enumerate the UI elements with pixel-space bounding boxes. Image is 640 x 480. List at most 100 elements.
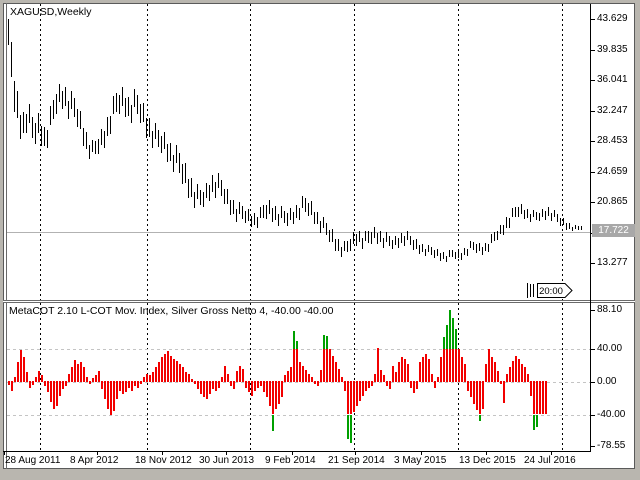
histogram-bar [182,367,184,382]
histogram-bar [323,349,325,382]
histogram-bar [284,375,286,382]
vertical-gridline [40,303,41,451]
histogram-bar [107,381,109,409]
histogram-bar [59,381,61,396]
price-bar [302,195,303,209]
vertical-gridline [562,4,563,300]
price-bar [47,130,48,148]
histogram-bar [329,349,331,382]
price-bar [473,241,474,251]
price-bar [101,128,102,145]
price-bar [119,94,120,114]
price-bar [29,104,30,123]
histogram-bar [110,381,112,416]
price-bar [503,225,504,236]
histogram-bar-green-tip [350,414,352,443]
current-price-line [7,232,590,233]
price-bar [227,188,228,204]
price-bar [281,206,282,219]
histogram-bar [317,381,319,386]
vertical-gridline [147,4,148,300]
indicator-panel[interactable] [7,303,590,451]
panel-separator[interactable] [3,300,635,303]
histogram-bar-green-tip [536,414,538,428]
histogram-bar [437,377,439,382]
histogram-bar [368,381,370,388]
price-bar [104,130,105,149]
price-bar [218,172,219,189]
histogram-bar [266,381,268,398]
price-bar [128,96,129,116]
histogram-bar [143,377,145,382]
histogram-bar [86,377,88,382]
price-bar [326,222,327,236]
price-bar [23,111,24,133]
histogram-bar [308,373,310,382]
histogram-bar [221,377,223,382]
price-bar [140,103,141,124]
histogram-bar [305,369,307,382]
price-axis-tick [591,172,595,173]
histogram-bar [134,381,136,386]
price-bar [479,242,480,251]
histogram-bar [56,381,58,406]
price-bar [284,210,285,224]
price-bar [446,255,447,263]
histogram-bar [140,381,142,385]
price-bar [386,232,387,242]
price-axis-tick [591,263,595,264]
price-bar [437,248,438,257]
price-bar [14,80,15,113]
time-axis-tick [421,452,422,455]
price-bar [365,230,366,241]
histogram-bar-green-tip [446,324,448,350]
histogram-bar-green-tip [533,414,535,430]
price-bar [146,118,147,138]
price-panel[interactable] [7,4,590,300]
histogram-bar [62,381,64,390]
histogram-bar [224,365,226,382]
price-bar [569,223,570,229]
price-axis-tick [591,202,595,203]
histogram-bar [65,381,67,386]
price-bar [236,209,237,222]
price-bar [551,212,552,222]
histogram-bar [176,360,178,382]
price-bar [242,206,243,220]
price-axis-label: 28.453 [597,135,628,146]
price-bar [158,130,159,148]
indicator-axis-label: -78.55 [597,440,626,451]
price-bar [371,232,372,244]
histogram-bar-green-tip [272,414,274,432]
price-bar [317,211,318,225]
price-axis-label: 13.277 [597,257,628,268]
symbol-title: XAGUSD,Weekly [10,6,92,18]
histogram-bar [530,381,532,396]
price-bar [497,231,498,241]
histogram-bar [464,363,466,382]
price-bar [347,240,348,252]
price-bar [410,235,411,246]
histogram-bar [260,381,262,386]
price-bar [134,89,135,108]
histogram-bar-green-tip [443,336,445,350]
time-scale[interactable]: 28 Aug 2011 8 Apr 2012 18 Nov 2012 30 Jun 2… [3,452,590,469]
price-bar [536,211,537,221]
price-bar [167,144,168,162]
price-bar [278,213,279,227]
histogram-bar [452,349,454,382]
price-bar [98,139,99,154]
price-bar [491,234,492,243]
price-bar [500,225,501,235]
histogram-bar [38,370,40,382]
histogram-bar-green-tip [326,336,328,350]
histogram-bar [179,363,181,382]
time-axis-label: 24 Jul 2016 [524,455,576,466]
histogram-bar [287,370,289,382]
histogram-bar [14,377,16,382]
price-bar [506,217,507,229]
histogram-bar [314,381,316,385]
price-bar [44,126,45,146]
price-bar [380,231,381,243]
